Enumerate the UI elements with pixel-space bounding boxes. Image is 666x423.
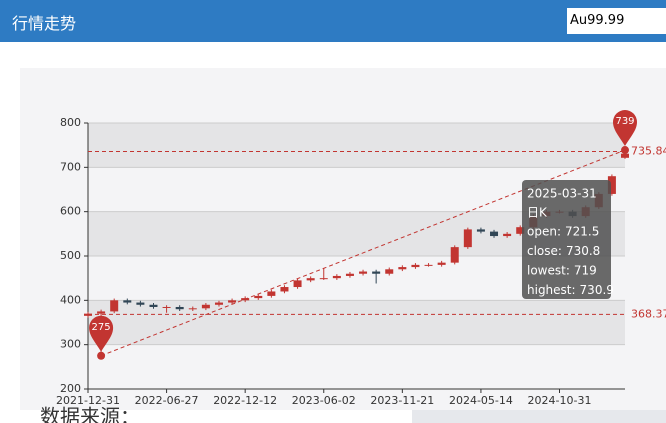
y-tick-label: 200 bbox=[60, 382, 81, 395]
candle-body bbox=[621, 153, 629, 158]
y-tick-label: 400 bbox=[60, 293, 81, 306]
candle-body bbox=[463, 229, 472, 248]
header-bar: 行情走势 Au99.99 bbox=[0, 0, 666, 42]
tooltip-value: 730.8 bbox=[566, 244, 600, 258]
candle-body bbox=[398, 267, 407, 270]
y-tick-label: 500 bbox=[60, 249, 81, 262]
candle-body bbox=[490, 231, 499, 237]
mark-point-label: 275 bbox=[92, 322, 111, 333]
y-tick-label: 800 bbox=[60, 116, 81, 129]
candle-body bbox=[293, 280, 302, 288]
tooltip-label: highest: bbox=[527, 283, 576, 297]
x-tick-label: 2023-06-02 bbox=[292, 394, 356, 407]
candle-body bbox=[136, 302, 145, 305]
mark-point-label: 739 bbox=[615, 116, 634, 127]
candle-body bbox=[385, 269, 394, 274]
x-tick-label: 2024-10-31 bbox=[528, 394, 592, 407]
x-tick-label: 2022-06-27 bbox=[135, 394, 199, 407]
mark-point-dot bbox=[97, 351, 106, 360]
mark-point-pin bbox=[89, 315, 114, 352]
tooltip-title: 2025-03-31 bbox=[527, 187, 597, 201]
tooltip-value: 730.9 bbox=[580, 283, 614, 297]
candle-body bbox=[306, 278, 315, 281]
candle-body bbox=[201, 304, 210, 309]
tooltip-box bbox=[522, 180, 611, 299]
x-tick-label: 2022-12-12 bbox=[213, 394, 277, 407]
candle-body bbox=[332, 275, 341, 279]
candle-body bbox=[476, 229, 485, 232]
source-text: 数据来源： bbox=[40, 405, 140, 423]
candle-body bbox=[188, 308, 197, 310]
candle-body bbox=[123, 300, 132, 303]
header-title: 行情走势 bbox=[12, 14, 77, 33]
tooltip-label: open: bbox=[527, 225, 561, 239]
x-tick-label: 2024-05-14 bbox=[449, 394, 513, 407]
candle-body bbox=[228, 300, 237, 303]
tooltip-value: 719 bbox=[574, 264, 597, 278]
candle-body bbox=[437, 262, 446, 265]
candle-body bbox=[359, 271, 368, 274]
candle-body bbox=[175, 306, 184, 310]
candle-body bbox=[254, 295, 263, 299]
x-tick-label: 2023-11-21 bbox=[370, 394, 434, 407]
candle-body bbox=[280, 287, 289, 292]
mark-line-label: 735.84 bbox=[631, 144, 666, 157]
candle-body bbox=[345, 273, 354, 276]
split-area bbox=[88, 123, 625, 168]
mark-point-dot bbox=[621, 146, 629, 155]
x-tick-label: 2021-12-31 bbox=[56, 394, 120, 407]
candle-body bbox=[607, 176, 616, 194]
candle-body bbox=[516, 227, 525, 234]
candle-body bbox=[450, 247, 459, 263]
tooltip-label: close: bbox=[527, 244, 562, 258]
candle-body bbox=[110, 300, 119, 312]
y-tick-label: 700 bbox=[60, 160, 81, 173]
tooltip-label: lowest: bbox=[527, 264, 570, 278]
tooltip-subtitle: 日K bbox=[527, 206, 548, 220]
candle-body bbox=[97, 311, 106, 314]
y-tick-label: 600 bbox=[60, 205, 81, 218]
candle-body bbox=[267, 291, 276, 296]
candle-body bbox=[162, 306, 171, 308]
zoom-slider[interactable] bbox=[412, 410, 666, 423]
tooltip-value: 721.5 bbox=[565, 225, 599, 239]
search-input[interactable]: Au99.99 bbox=[567, 8, 666, 34]
candle-body bbox=[411, 264, 420, 268]
candle-body bbox=[319, 278, 328, 280]
candle-body bbox=[424, 264, 433, 266]
mark-point-pin bbox=[613, 110, 637, 147]
candle-body bbox=[149, 304, 158, 307]
candle-body bbox=[503, 233, 512, 237]
candle-body bbox=[372, 271, 381, 274]
candle-body bbox=[214, 302, 223, 305]
mark-line-label: 368.37 bbox=[631, 307, 666, 320]
y-tick-label: 300 bbox=[60, 338, 81, 351]
